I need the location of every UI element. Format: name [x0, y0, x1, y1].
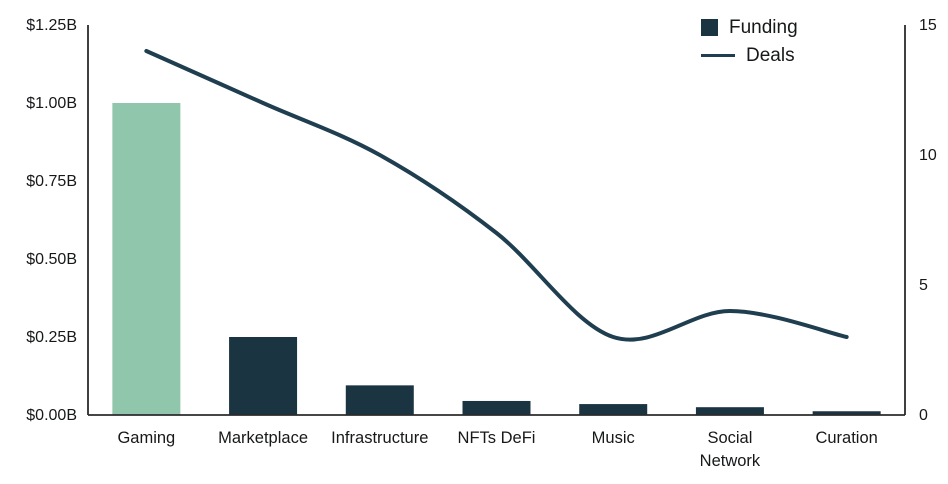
- bar-social-network: [695, 407, 764, 415]
- legend-funding-label: Funding: [729, 17, 798, 38]
- bar-marketplace: [229, 337, 298, 415]
- right-axis-tick: 0: [919, 407, 928, 424]
- legend: Funding Deals: [701, 18, 798, 65]
- left-axis-tick: $0.00B: [26, 407, 77, 424]
- x-axis-label-social-network: Social: [707, 429, 752, 447]
- bar-curation: [812, 411, 881, 415]
- deals-line: [144, 49, 849, 342]
- x-axis-label-nfts-defi: NFTs DeFi: [458, 429, 536, 447]
- left-axis-tick: $1.25B: [26, 17, 77, 34]
- bar-nfts-defi: [462, 400, 531, 415]
- x-axis-label-curation: Curation: [815, 429, 877, 447]
- legend-item-funding: Funding: [701, 18, 798, 37]
- bar-music: [579, 404, 648, 415]
- left-axis-tick: $1.00B: [26, 95, 77, 112]
- left-axis-tick: $0.50B: [26, 251, 77, 268]
- right-axis-tick: 15: [919, 17, 937, 34]
- left-axis-tick: $0.75B: [26, 173, 77, 190]
- x-axis-label-music: Music: [592, 429, 635, 447]
- x-axis-label-infrastructure: Infrastructure: [331, 429, 428, 447]
- legend-item-deals: Deals: [701, 46, 798, 65]
- x-axis-label-marketplace: Marketplace: [218, 429, 308, 447]
- legend-deals-label: Deals: [746, 45, 795, 66]
- left-axis-tick: $0.25B: [26, 329, 77, 346]
- bar-gaming: [112, 103, 181, 415]
- right-axis-tick: 10: [919, 147, 937, 164]
- bar-infrastructure: [345, 385, 414, 415]
- legend-funding-swatch-icon: [701, 19, 718, 36]
- x-axis-label-social-network: Network: [700, 452, 761, 470]
- right-axis-tick: 5: [919, 277, 928, 294]
- x-axis-label-gaming: Gaming: [117, 429, 175, 447]
- legend-deals-swatch-icon: [701, 54, 735, 57]
